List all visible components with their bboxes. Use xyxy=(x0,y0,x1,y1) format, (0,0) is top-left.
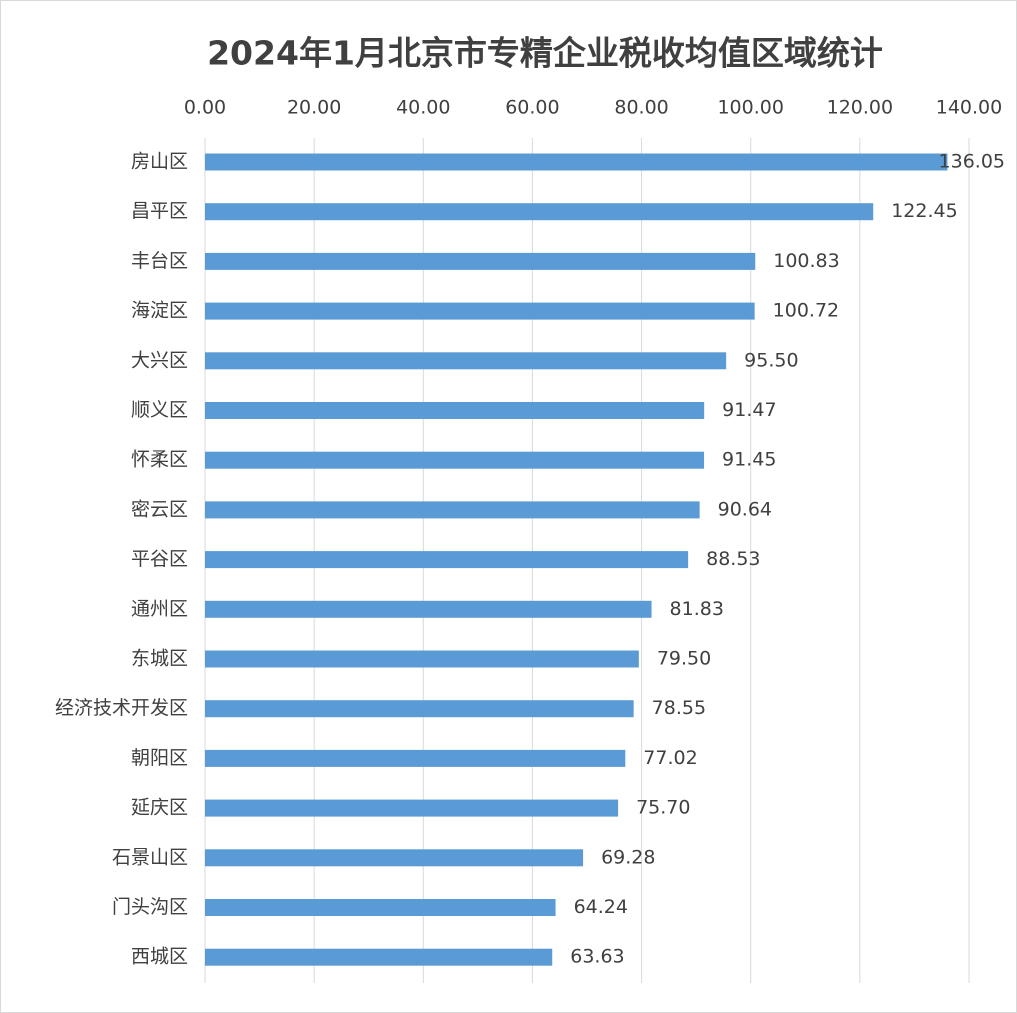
y-tick-label: 朝阳区 xyxy=(131,747,188,769)
x-tick-label: 100.00 xyxy=(717,97,783,119)
bar xyxy=(205,153,948,171)
bar xyxy=(205,650,639,668)
y-tick-label: 平谷区 xyxy=(131,548,188,570)
value-label: 77.02 xyxy=(643,747,697,769)
value-label: 95.50 xyxy=(744,349,798,371)
y-tick-label: 丰台区 xyxy=(131,250,188,272)
value-label: 64.24 xyxy=(574,896,628,918)
x-tick-label: 120.00 xyxy=(827,97,893,119)
x-tick-label: 140.00 xyxy=(936,97,1002,119)
x-tick-label: 60.00 xyxy=(505,97,559,119)
y-tick-label: 昌平区 xyxy=(131,200,188,222)
y-tick-label: 怀柔区 xyxy=(131,449,188,471)
x-tick-label: 40.00 xyxy=(396,97,450,119)
bar xyxy=(205,451,705,469)
x-tick-label: 80.00 xyxy=(614,97,668,119)
y-tick-label: 东城区 xyxy=(131,648,188,670)
value-label: 63.63 xyxy=(570,946,624,968)
value-label: 81.83 xyxy=(670,598,724,620)
y-tick-label: 石景山区 xyxy=(112,846,188,868)
value-label: 100.72 xyxy=(773,300,839,322)
value-label: 88.53 xyxy=(706,548,760,570)
y-tick-label: 西城区 xyxy=(131,946,188,968)
bar xyxy=(205,849,584,867)
y-tick-label: 延庆区 xyxy=(131,797,188,819)
y-tick-label: 房山区 xyxy=(131,151,188,173)
bar xyxy=(205,402,705,419)
value-label: 79.50 xyxy=(657,648,711,670)
bar xyxy=(205,203,874,221)
bar xyxy=(205,551,689,569)
value-label: 78.55 xyxy=(652,697,706,719)
y-tick-label: 通州区 xyxy=(131,598,188,620)
bar xyxy=(205,352,727,370)
bar xyxy=(205,749,626,767)
value-label: 75.70 xyxy=(636,797,690,819)
bar xyxy=(205,501,700,519)
value-label: 136.05 xyxy=(939,151,1005,173)
value-label: 122.45 xyxy=(891,200,957,222)
value-label: 90.64 xyxy=(718,498,772,520)
y-tick-label: 经济技术开发区 xyxy=(55,697,188,719)
x-tick-label: 20.00 xyxy=(287,97,341,119)
y-tick-label: 密云区 xyxy=(131,498,188,520)
bar xyxy=(205,948,553,966)
value-label: 69.28 xyxy=(601,846,655,868)
value-label: 100.83 xyxy=(773,250,839,272)
bar xyxy=(205,252,756,270)
bar xyxy=(205,700,634,718)
bar xyxy=(205,302,755,320)
value-label: 91.47 xyxy=(722,399,776,421)
x-tick-label: 0.00 xyxy=(184,97,226,119)
y-tick-label: 海淀区 xyxy=(131,300,188,322)
y-tick-label: 大兴区 xyxy=(131,349,188,371)
y-tick-label: 顺义区 xyxy=(131,399,188,421)
value-label: 91.45 xyxy=(722,449,776,471)
bar xyxy=(205,799,619,817)
bar xyxy=(205,899,556,916)
y-tick-label: 门头沟区 xyxy=(112,896,188,918)
chart-title: 2024年1月北京市专精企业税收均值区域统计 xyxy=(207,34,883,73)
bar xyxy=(205,600,652,618)
